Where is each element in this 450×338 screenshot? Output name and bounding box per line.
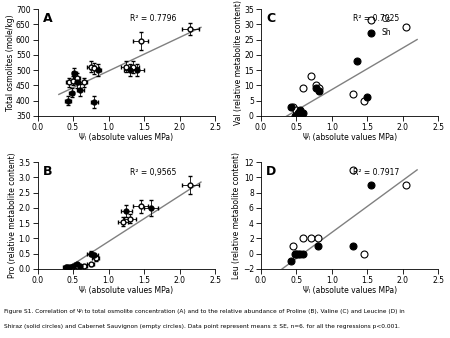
Y-axis label: Val (relative metabolite content): Val (relative metabolite content) xyxy=(234,0,243,125)
Y-axis label: Leu (relative metabolite content): Leu (relative metabolite content) xyxy=(232,152,241,279)
Y-axis label: Total osmolites (mole/kg): Total osmolites (mole/kg) xyxy=(5,14,14,111)
Text: A: A xyxy=(43,12,53,25)
Text: R² = 0.7025: R² = 0.7025 xyxy=(353,15,400,23)
Text: Shiraz (solid circles) and Cabernet Sauvignon (empty circles). Data point repres: Shiraz (solid circles) and Cabernet Sauv… xyxy=(4,324,400,329)
X-axis label: Ψₗ (absolute values MPa): Ψₗ (absolute values MPa) xyxy=(79,133,173,142)
Text: D: D xyxy=(266,165,276,178)
X-axis label: Ψₗ (absolute values MPa): Ψₗ (absolute values MPa) xyxy=(79,286,173,295)
Text: R² = 0,9565: R² = 0,9565 xyxy=(130,168,176,176)
Text: Cs: Cs xyxy=(382,15,391,24)
Text: R² = 0.7796: R² = 0.7796 xyxy=(130,15,176,23)
X-axis label: Ψₗ (absolute values MPa): Ψₗ (absolute values MPa) xyxy=(302,133,396,142)
Text: R² = 0.7917: R² = 0.7917 xyxy=(353,168,400,176)
Text: B: B xyxy=(43,165,52,178)
X-axis label: Ψₗ (absolute values MPa): Ψₗ (absolute values MPa) xyxy=(302,286,396,295)
Y-axis label: Pro (relative metabolite content): Pro (relative metabolite content) xyxy=(8,153,17,279)
Text: Figure S1. Correlation of Ψₗ to total osmolite concentration (A) and to the rela: Figure S1. Correlation of Ψₗ to total os… xyxy=(4,309,405,314)
Text: C: C xyxy=(266,12,275,25)
Text: Sh: Sh xyxy=(382,28,391,37)
